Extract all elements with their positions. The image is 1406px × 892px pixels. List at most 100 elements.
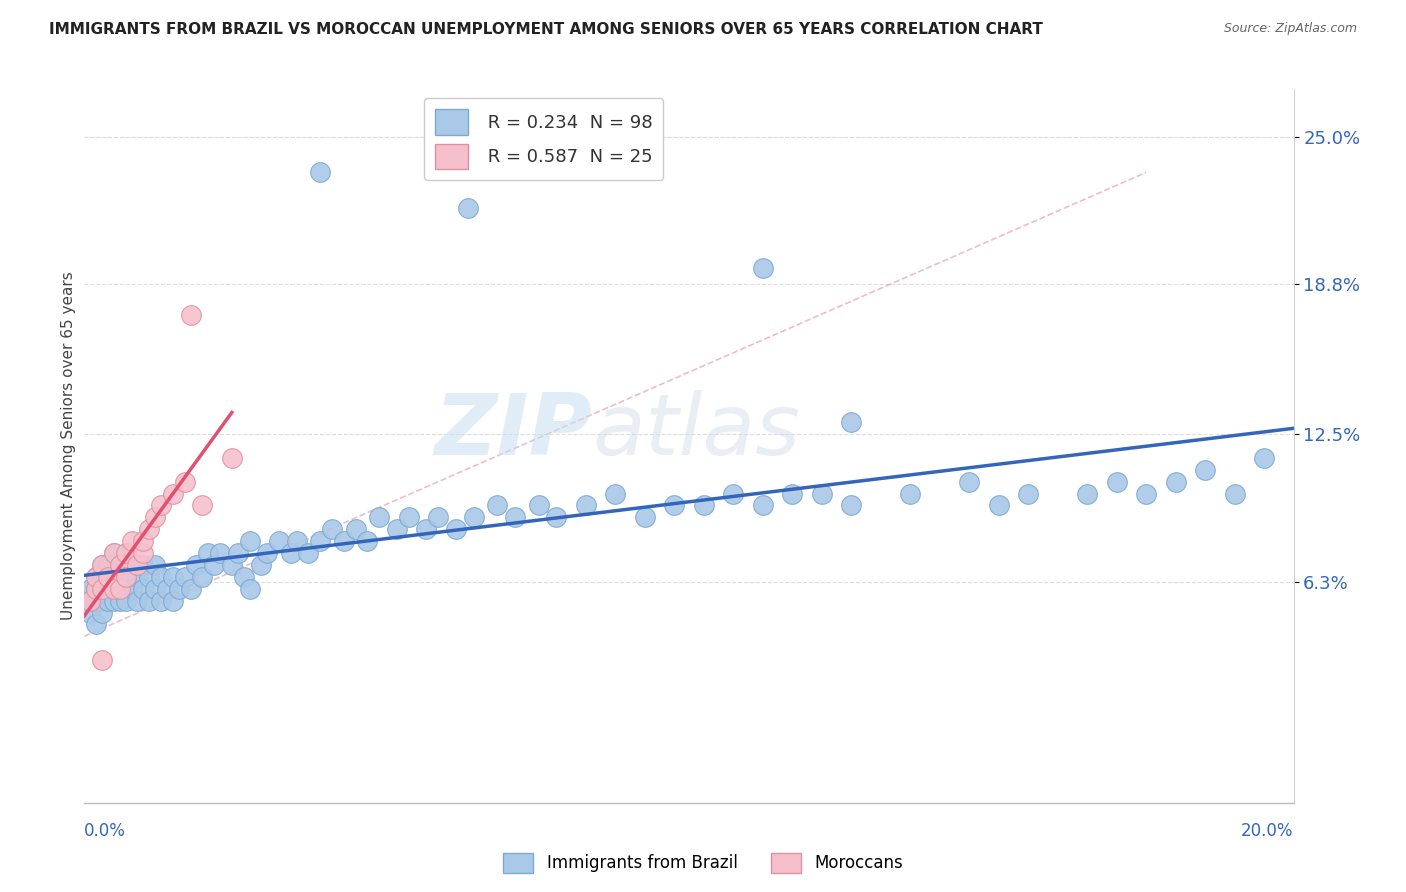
- Point: [173, 475, 195, 489]
- Point: [114, 570, 136, 584]
- Y-axis label: Unemployment Among Seniors over 65 years: Unemployment Among Seniors over 65 years: [60, 272, 76, 620]
- Point: [221, 450, 243, 465]
- Point: [238, 534, 260, 549]
- Point: [415, 522, 437, 536]
- Point: [1105, 475, 1128, 489]
- Point: [1223, 486, 1246, 500]
- Point: [108, 558, 131, 572]
- Point: [91, 558, 114, 572]
- Point: [103, 582, 125, 596]
- Point: [368, 510, 391, 524]
- Point: [180, 582, 202, 596]
- Point: [162, 593, 184, 607]
- Point: [91, 606, 114, 620]
- Point: [84, 593, 107, 607]
- Point: [114, 570, 136, 584]
- Point: [97, 593, 120, 607]
- Point: [108, 558, 131, 572]
- Point: [987, 499, 1010, 513]
- Point: [486, 499, 509, 513]
- Point: [150, 499, 173, 513]
- Point: [79, 593, 101, 607]
- Point: [79, 593, 101, 607]
- Point: [143, 582, 166, 596]
- Point: [898, 486, 921, 500]
- Point: [91, 582, 114, 596]
- Point: [297, 546, 319, 560]
- Point: [398, 510, 420, 524]
- Point: [1135, 486, 1157, 500]
- Point: [463, 510, 485, 524]
- Point: [84, 582, 107, 596]
- Point: [605, 486, 627, 500]
- Point: [256, 546, 278, 560]
- Point: [575, 499, 598, 513]
- Point: [226, 546, 249, 560]
- Point: [91, 558, 114, 572]
- Point: [692, 499, 714, 513]
- Point: [191, 499, 214, 513]
- Text: IMMIGRANTS FROM BRAZIL VS MOROCCAN UNEMPLOYMENT AMONG SENIORS OVER 65 YEARS CORR: IMMIGRANTS FROM BRAZIL VS MOROCCAN UNEMP…: [49, 22, 1043, 37]
- Point: [1164, 475, 1187, 489]
- Point: [839, 415, 862, 429]
- Point: [132, 558, 155, 572]
- Point: [103, 546, 125, 560]
- Point: [121, 558, 143, 572]
- Text: atlas: atlas: [592, 390, 800, 474]
- Point: [344, 522, 367, 536]
- Point: [444, 522, 467, 536]
- Point: [132, 546, 155, 560]
- Point: [97, 582, 120, 596]
- Point: [321, 522, 343, 536]
- Point: [108, 582, 131, 596]
- Point: [103, 546, 125, 560]
- Point: [167, 582, 190, 596]
- Point: [84, 570, 107, 584]
- Point: [427, 510, 450, 524]
- Point: [127, 593, 149, 607]
- Point: [162, 486, 184, 500]
- Point: [1253, 450, 1275, 465]
- Point: [121, 582, 143, 596]
- Point: [957, 475, 980, 489]
- Point: [721, 486, 744, 500]
- Point: [186, 558, 208, 572]
- Text: 20.0%: 20.0%: [1241, 822, 1294, 840]
- Point: [267, 534, 290, 549]
- Point: [114, 593, 136, 607]
- Point: [309, 165, 332, 179]
- Point: [197, 546, 219, 560]
- Point: [121, 534, 143, 549]
- Point: [84, 617, 107, 632]
- Point: [91, 570, 114, 584]
- Point: [191, 570, 214, 584]
- Text: ZIP: ZIP: [434, 390, 592, 474]
- Point: [1194, 463, 1216, 477]
- Point: [457, 201, 479, 215]
- Point: [143, 510, 166, 524]
- Point: [385, 522, 408, 536]
- Point: [285, 534, 308, 549]
- Point: [103, 593, 125, 607]
- Point: [1076, 486, 1098, 500]
- Point: [162, 570, 184, 584]
- Point: [108, 593, 131, 607]
- Point: [114, 546, 136, 560]
- Point: [751, 499, 773, 513]
- Point: [208, 546, 231, 560]
- Point: [810, 486, 832, 500]
- Point: [132, 582, 155, 596]
- Point: [91, 593, 114, 607]
- Point: [356, 534, 378, 549]
- Point: [84, 570, 107, 584]
- Point: [546, 510, 568, 524]
- Point: [634, 510, 657, 524]
- Point: [150, 570, 173, 584]
- Point: [97, 558, 120, 572]
- Point: [156, 582, 179, 596]
- Point: [150, 593, 173, 607]
- Point: [780, 486, 803, 500]
- Point: [138, 570, 160, 584]
- Point: [127, 558, 149, 572]
- Point: [221, 558, 243, 572]
